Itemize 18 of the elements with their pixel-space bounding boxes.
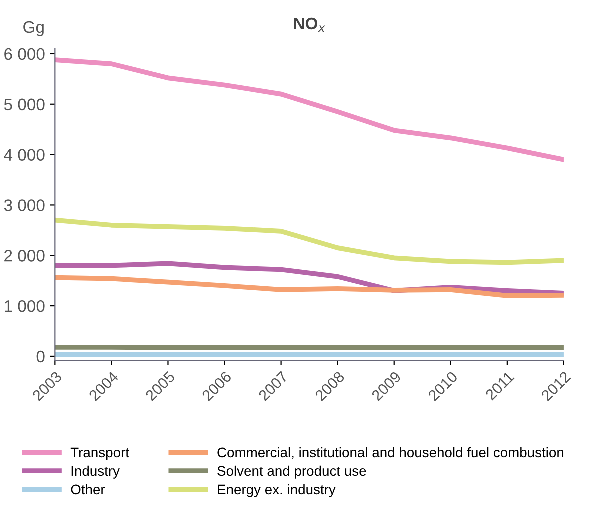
- y-tick-label: 1 000: [5, 300, 45, 312]
- legend-label: Commercial, institutional and household fuel combustion: [218, 447, 564, 460]
- y-tick-label: 4 000: [4, 149, 45, 162]
- y-tick-label: 3 000: [4, 200, 45, 212]
- y-axis-title: Gg: [24, 21, 44, 36]
- y-tick-label: 5 000: [4, 98, 45, 111]
- chart-title: NO$_{x}$: [294, 18, 326, 32]
- line-series: [55, 218, 564, 266]
- line-series: [55, 58, 564, 162]
- line-series: [55, 275, 564, 298]
- legend-label: Industry: [72, 466, 120, 479]
- legend-label: Other: [71, 484, 106, 495]
- legend-label: Solvent and product use: [218, 466, 366, 479]
- y-tick-label: 2 000: [4, 250, 45, 262]
- y-tick-label: 6 000: [4, 48, 45, 60]
- legend-label: Transport: [70, 448, 130, 460]
- y-tick-label: 0: [36, 350, 45, 363]
- legend-label: Energy ex. industry: [218, 484, 336, 498]
